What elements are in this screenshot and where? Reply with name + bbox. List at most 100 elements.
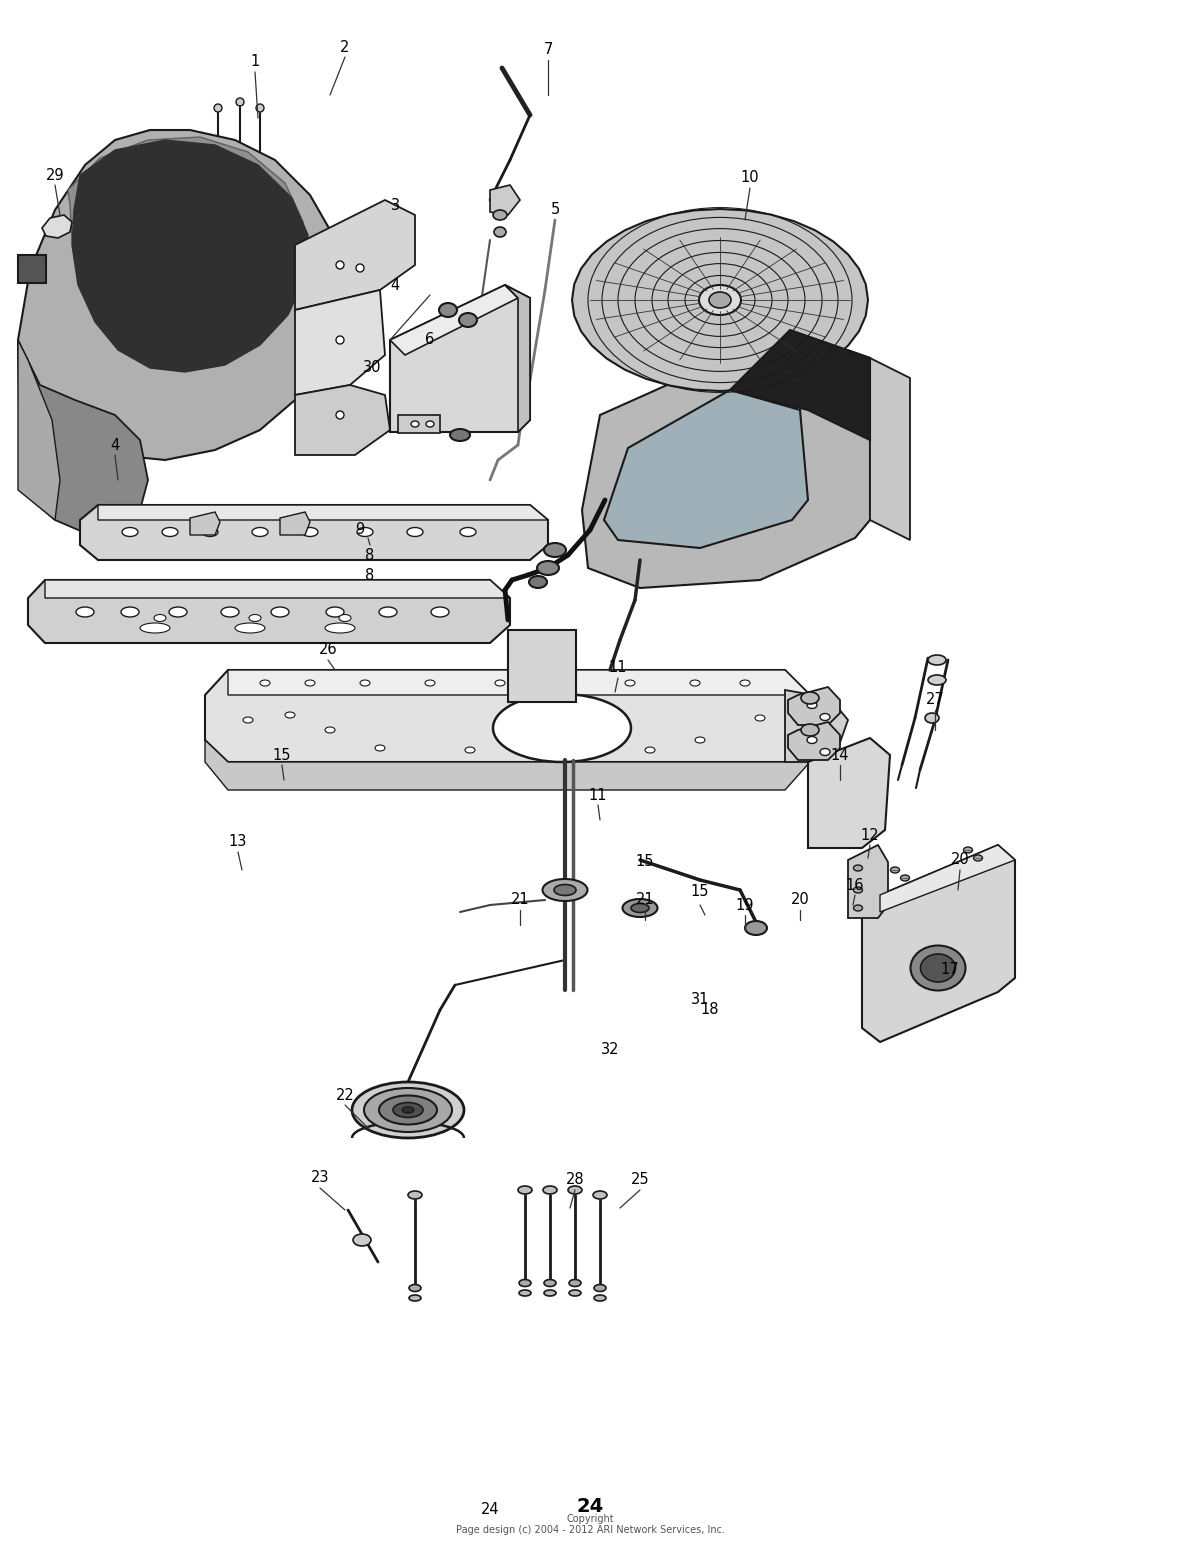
Text: 21: 21 (636, 892, 655, 908)
Text: 30: 30 (362, 361, 381, 375)
Ellipse shape (853, 886, 863, 892)
Ellipse shape (974, 855, 983, 861)
Ellipse shape (543, 1186, 557, 1194)
Ellipse shape (302, 527, 317, 536)
Ellipse shape (544, 1280, 556, 1286)
Text: 24: 24 (480, 1502, 499, 1518)
Ellipse shape (537, 561, 559, 575)
Ellipse shape (356, 264, 363, 272)
Ellipse shape (927, 675, 946, 685)
Ellipse shape (76, 606, 94, 617)
Ellipse shape (745, 921, 767, 935)
Polygon shape (45, 580, 510, 599)
Ellipse shape (594, 1296, 607, 1300)
Ellipse shape (700, 286, 740, 314)
Text: 11: 11 (589, 788, 608, 802)
Polygon shape (788, 722, 840, 760)
Ellipse shape (253, 527, 268, 536)
Ellipse shape (569, 1280, 581, 1286)
Text: 18: 18 (701, 1002, 720, 1018)
Polygon shape (72, 141, 308, 372)
Text: 13: 13 (229, 835, 247, 850)
Polygon shape (68, 138, 304, 359)
Ellipse shape (465, 747, 476, 753)
Polygon shape (80, 505, 548, 560)
Polygon shape (18, 130, 340, 460)
Text: 20: 20 (791, 892, 809, 908)
Polygon shape (880, 846, 1015, 911)
Ellipse shape (339, 614, 350, 622)
Ellipse shape (408, 1191, 422, 1199)
Ellipse shape (439, 303, 457, 317)
Text: 6: 6 (425, 333, 434, 347)
Ellipse shape (363, 1088, 452, 1132)
Ellipse shape (519, 1289, 531, 1296)
Polygon shape (18, 341, 60, 520)
Ellipse shape (801, 692, 819, 703)
Text: 9: 9 (355, 522, 365, 538)
Ellipse shape (353, 1235, 371, 1246)
Polygon shape (205, 739, 809, 789)
Ellipse shape (964, 847, 972, 853)
Ellipse shape (563, 680, 573, 686)
Ellipse shape (518, 1186, 532, 1194)
Ellipse shape (493, 209, 507, 220)
Ellipse shape (358, 527, 373, 536)
Ellipse shape (853, 864, 863, 871)
Ellipse shape (594, 1191, 607, 1199)
Ellipse shape (543, 878, 588, 900)
Text: 27: 27 (925, 692, 944, 708)
Ellipse shape (820, 713, 830, 721)
Text: 22: 22 (335, 1088, 354, 1102)
Ellipse shape (740, 680, 750, 686)
Text: 28: 28 (565, 1172, 584, 1188)
Ellipse shape (155, 614, 166, 622)
Text: 20: 20 (951, 852, 970, 867)
Polygon shape (863, 846, 1015, 1043)
Polygon shape (582, 330, 870, 588)
Ellipse shape (324, 624, 355, 633)
Ellipse shape (243, 717, 253, 724)
Polygon shape (505, 284, 530, 431)
Polygon shape (848, 846, 889, 917)
Text: 23: 23 (310, 1171, 329, 1185)
Ellipse shape (352, 1082, 464, 1138)
Ellipse shape (853, 905, 863, 911)
Polygon shape (391, 284, 530, 431)
Text: 29: 29 (46, 167, 65, 183)
Text: 24: 24 (576, 1497, 604, 1516)
Text: 8: 8 (366, 547, 374, 563)
Ellipse shape (409, 1296, 421, 1300)
Polygon shape (785, 689, 848, 763)
Polygon shape (490, 184, 520, 216)
Polygon shape (190, 513, 219, 535)
Ellipse shape (807, 702, 817, 708)
Ellipse shape (911, 946, 965, 991)
Text: 25: 25 (630, 1172, 649, 1188)
Polygon shape (98, 505, 548, 520)
Ellipse shape (409, 1285, 421, 1291)
Ellipse shape (324, 727, 335, 733)
Ellipse shape (407, 527, 422, 536)
Ellipse shape (695, 738, 704, 742)
Ellipse shape (336, 261, 345, 269)
Ellipse shape (544, 542, 566, 556)
Ellipse shape (236, 98, 244, 106)
Ellipse shape (431, 606, 450, 617)
Ellipse shape (169, 606, 186, 617)
Polygon shape (391, 284, 518, 355)
Polygon shape (228, 671, 809, 696)
Ellipse shape (568, 1186, 582, 1194)
Ellipse shape (426, 420, 434, 427)
Polygon shape (205, 671, 809, 763)
Ellipse shape (425, 680, 435, 686)
Ellipse shape (304, 680, 315, 686)
Text: 19: 19 (736, 897, 754, 913)
Text: 10: 10 (741, 170, 759, 186)
Text: 32: 32 (601, 1043, 620, 1058)
Text: ARI PartStream™: ARI PartStream™ (399, 702, 592, 721)
Text: 21: 21 (511, 892, 530, 908)
Text: 15: 15 (636, 855, 654, 869)
Text: Page design (c) 2004 - 2012 ARI Network Services, Inc.: Page design (c) 2004 - 2012 ARI Network … (455, 1525, 725, 1535)
Ellipse shape (553, 885, 576, 896)
